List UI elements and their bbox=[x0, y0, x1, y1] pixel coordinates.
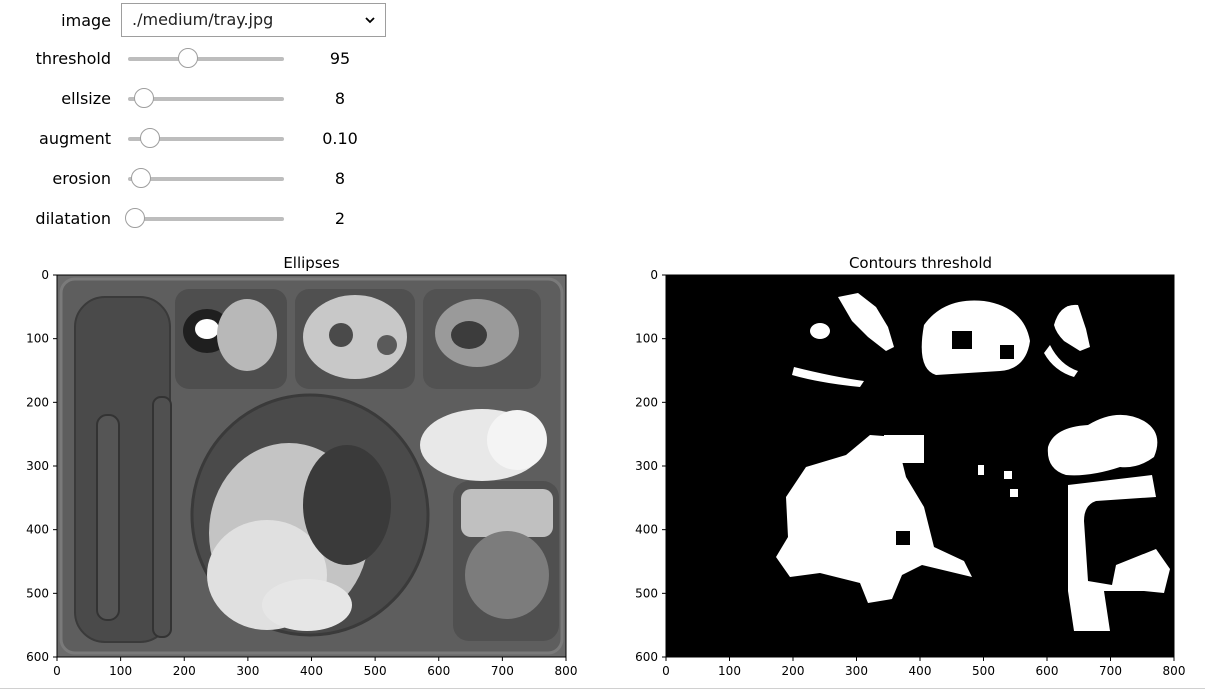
slider-handle[interactable] bbox=[178, 48, 199, 68]
hole bbox=[952, 331, 972, 349]
slider-label-erosion: erosion bbox=[52, 169, 111, 188]
x-tick-label: 200 bbox=[782, 664, 805, 678]
x-tick-label: 0 bbox=[53, 664, 61, 678]
x-tick-label: 100 bbox=[718, 664, 741, 678]
x-tick-label: 300 bbox=[236, 664, 259, 678]
chevron-down-icon bbox=[365, 17, 375, 24]
y-tick-label: 500 bbox=[635, 586, 658, 600]
threshold-slider[interactable] bbox=[128, 48, 284, 70]
slider-handle[interactable] bbox=[139, 128, 160, 148]
ellsize-slider[interactable] bbox=[128, 88, 284, 110]
ellsize-value: 8 bbox=[334, 89, 346, 108]
slider-handle[interactable] bbox=[133, 88, 154, 108]
plot-title-ellipses: Ellipses bbox=[283, 254, 340, 272]
slider-track[interactable] bbox=[128, 97, 284, 101]
image-select-value: ./medium/tray.jpg bbox=[132, 10, 274, 29]
food-item bbox=[217, 299, 277, 371]
slider-label-dilatation: dilatation bbox=[35, 209, 111, 228]
y-tick-label: 400 bbox=[635, 523, 658, 537]
bright-item bbox=[487, 410, 547, 470]
x-tick-label: 800 bbox=[1163, 664, 1186, 678]
x-tick-label: 200 bbox=[173, 664, 196, 678]
slider-label-ellsize: ellsize bbox=[61, 89, 111, 108]
utensil bbox=[96, 414, 120, 621]
image-label: image bbox=[61, 11, 111, 30]
food-item bbox=[465, 531, 549, 619]
slider-label-threshold: threshold bbox=[35, 49, 111, 68]
x-tick-label: 500 bbox=[364, 664, 387, 678]
y-tick-label: 200 bbox=[635, 395, 658, 409]
y-tick-label: 300 bbox=[635, 459, 658, 473]
food-detail bbox=[303, 445, 391, 565]
x-tick-label: 500 bbox=[972, 664, 995, 678]
divider bbox=[0, 688, 1205, 689]
y-tick-label: 600 bbox=[26, 650, 49, 664]
slider-label-augment: augment bbox=[39, 129, 111, 148]
blob bbox=[884, 435, 924, 463]
x-tick-label: 100 bbox=[109, 664, 132, 678]
hole bbox=[1000, 345, 1014, 359]
erosion-slider[interactable] bbox=[128, 168, 284, 190]
hole bbox=[896, 531, 910, 545]
contours-threshold-plot: 0 100 200 300 400 500 600 700 800 0 100 200 300 400 50… bbox=[635, 268, 1186, 678]
augment-value: 0.10 bbox=[322, 129, 358, 148]
x-tick-label: 800 bbox=[555, 664, 578, 678]
augment-slider[interactable] bbox=[128, 128, 284, 150]
plot-title-contours: Contours threshold bbox=[848, 254, 993, 272]
y-tick-label: 0 bbox=[650, 268, 658, 282]
y-tick-label: 300 bbox=[26, 459, 49, 473]
dilatation-slider[interactable] bbox=[124, 208, 284, 230]
slider-track[interactable] bbox=[128, 137, 284, 141]
x-tick-label: 700 bbox=[491, 664, 514, 678]
food-detail bbox=[329, 323, 353, 347]
food-item bbox=[303, 295, 407, 379]
blob bbox=[1004, 471, 1012, 479]
y-tick-label: 200 bbox=[26, 395, 49, 409]
slider-track[interactable] bbox=[128, 57, 284, 61]
x-tick-label: 300 bbox=[845, 664, 868, 678]
slider-track[interactable] bbox=[128, 177, 284, 181]
food-item bbox=[461, 489, 553, 537]
blob bbox=[810, 323, 830, 339]
slider-handle[interactable] bbox=[124, 208, 145, 228]
blob bbox=[838, 293, 894, 351]
y-tick-label: 100 bbox=[635, 332, 658, 346]
y-tick-label: 0 bbox=[41, 268, 49, 282]
dilatation-value: 2 bbox=[334, 209, 346, 228]
food-detail bbox=[377, 335, 397, 355]
blob bbox=[776, 435, 972, 603]
food-detail bbox=[451, 321, 487, 349]
blob bbox=[1010, 489, 1018, 497]
x-tick-label: 600 bbox=[427, 664, 450, 678]
y-tick-label: 400 bbox=[26, 523, 49, 537]
blob bbox=[792, 367, 864, 387]
blob bbox=[1068, 475, 1170, 631]
contours-image bbox=[666, 275, 1174, 657]
x-tick-label: 400 bbox=[300, 664, 323, 678]
slider-track[interactable] bbox=[128, 217, 284, 221]
blob bbox=[1047, 414, 1158, 476]
y-tick-label: 100 bbox=[26, 332, 49, 346]
y-tick-label: 500 bbox=[26, 586, 49, 600]
food-item bbox=[262, 579, 352, 631]
image-select[interactable]: ./medium/tray.jpg bbox=[121, 3, 386, 37]
x-tick-label: 700 bbox=[1099, 664, 1122, 678]
ellipses-plot: 0 100 200 300 400 500 600 700 800 0 100 200 300 400 50… bbox=[26, 268, 578, 678]
blob bbox=[978, 465, 984, 475]
x-tick-label: 400 bbox=[909, 664, 932, 678]
threshold-value: 95 bbox=[329, 49, 351, 68]
blob bbox=[1044, 345, 1078, 377]
utensil bbox=[152, 396, 172, 638]
erosion-value: 8 bbox=[334, 169, 346, 188]
bright-item bbox=[195, 319, 219, 339]
blob bbox=[1054, 304, 1090, 351]
slider-handle[interactable] bbox=[130, 168, 151, 188]
x-tick-label: 600 bbox=[1036, 664, 1059, 678]
x-tick-label: 0 bbox=[662, 664, 670, 678]
y-tick-label: 600 bbox=[635, 650, 658, 664]
ellipses-image bbox=[57, 275, 566, 657]
